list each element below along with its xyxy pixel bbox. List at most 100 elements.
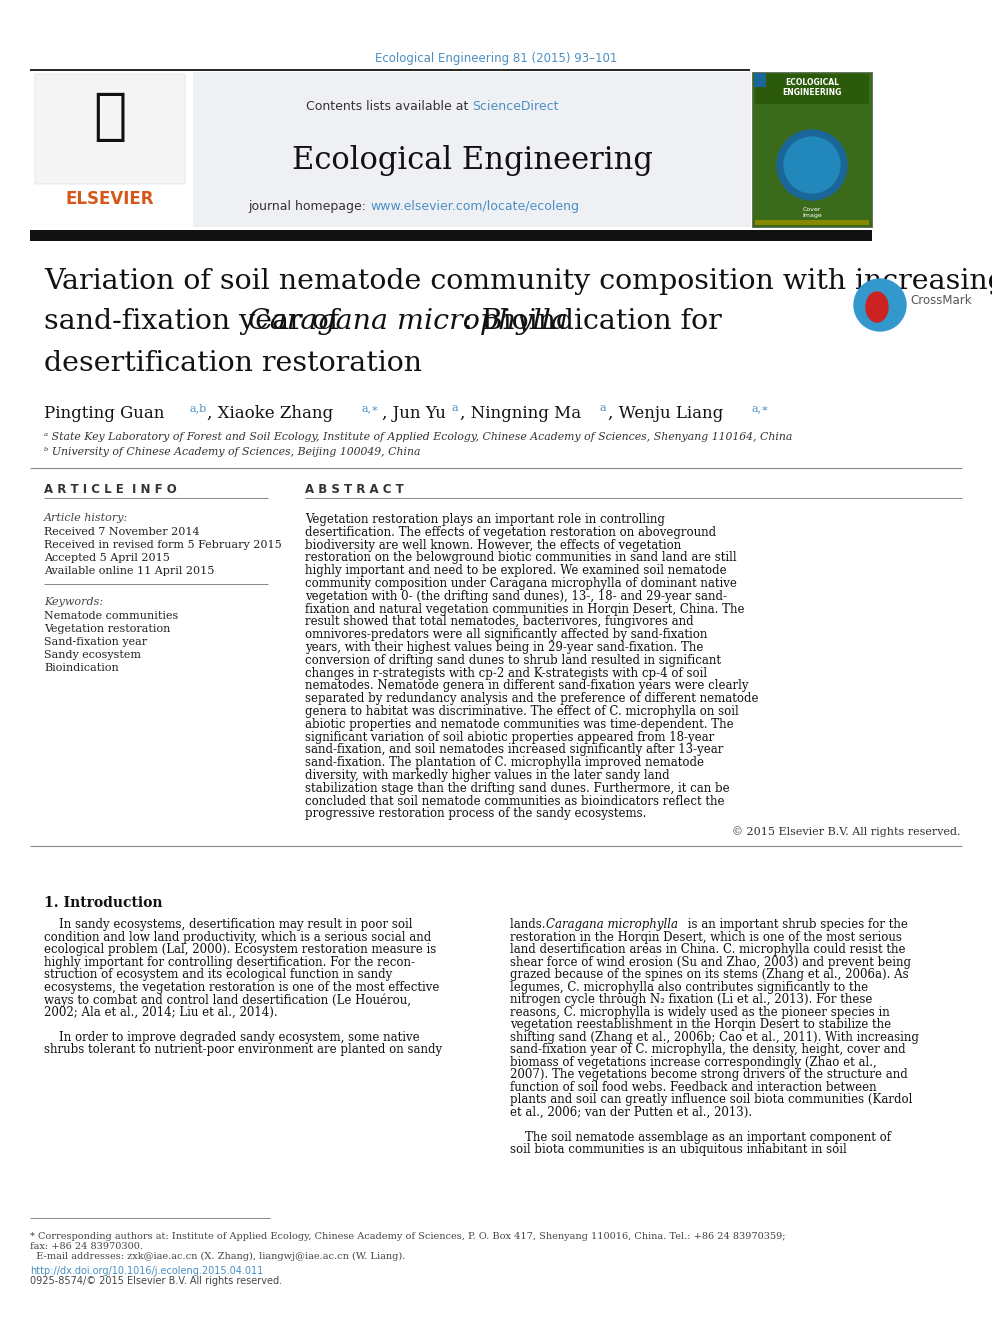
Text: function of soil food webs. Feedback and interaction between: function of soil food webs. Feedback and… [510, 1081, 877, 1094]
Bar [30, 71, 193, 228]
Text: sand-fixation year of C. microphylla, the density, height, cover and: sand-fixation year of C. microphylla, th… [510, 1044, 906, 1056]
Text: http://dx.doi.org/10.1016/j.ecoleng.2015.04.011: http://dx.doi.org/10.1016/j.ecoleng.2015… [30, 1266, 263, 1275]
Bar [754, 73, 766, 87]
Text: a,b: a,b [189, 404, 206, 413]
Text: 🌳: 🌳 [93, 90, 127, 144]
Text: restoration in the Horqin Desert, which is one of the most serious: restoration in the Horqin Desert, which … [510, 930, 902, 943]
Text: Caragana microphylla: Caragana microphylla [546, 918, 678, 931]
Text: sand-fixation. The plantation of C. microphylla improved nematode: sand-fixation. The plantation of C. micr… [305, 757, 704, 769]
Text: Vegetation restoration plays an important role in controlling: Vegetation restoration plays an importan… [305, 513, 665, 527]
Text: Bioindication: Bioindication [44, 663, 119, 673]
Text: nematodes. Nematode genera in different sand-fixation years were clearly: nematodes. Nematode genera in different … [305, 680, 749, 692]
Text: fixation and natural vegetation communities in Horqin Desert, China. The: fixation and natural vegetation communit… [305, 602, 745, 615]
Text: lands.: lands. [510, 918, 550, 931]
Text: desertification. The effects of vegetation restoration on aboveground: desertification. The effects of vegetati… [305, 525, 716, 538]
Text: shear force of wind erosion (Su and Zhao, 2003) and prevent being: shear force of wind erosion (Su and Zhao… [510, 955, 911, 968]
Text: diversity, with markedly higher values in the later sandy land: diversity, with markedly higher values i… [305, 769, 670, 782]
Text: E-mail addresses: zxk@iae.ac.cn (X. Zhang), liangwj@iae.ac.cn (W. Liang).: E-mail addresses: zxk@iae.ac.cn (X. Zhan… [30, 1252, 406, 1261]
Text: vegetation reestablishment in the Horqin Desert to stabilize the: vegetation reestablishment in the Horqin… [510, 1019, 891, 1031]
Circle shape [777, 130, 847, 200]
Text: ELSEVIER: ELSEVIER [65, 191, 154, 208]
Text: biomass of vegetations increase correspondingly (Zhao et al.,: biomass of vegetations increase correspo… [510, 1056, 877, 1069]
Text: © 2015 Elsevier B.V. All rights reserved.: © 2015 Elsevier B.V. All rights reserved… [731, 826, 960, 837]
Text: changes in r-strategists with cp-2 and K-strategists with cp-4 of soil: changes in r-strategists with cp-2 and K… [305, 667, 707, 680]
Bar [752, 71, 872, 228]
Text: Ecological Engineering: Ecological Engineering [292, 146, 653, 176]
Text: In sandy ecosystems, desertification may result in poor soil: In sandy ecosystems, desertification may… [44, 918, 413, 931]
Text: plants and soil can greatly influence soil biota communities (Kardol: plants and soil can greatly influence so… [510, 1093, 913, 1106]
Text: ECOLOGICAL
ENGINEERING: ECOLOGICAL ENGINEERING [783, 78, 841, 98]
Text: sand-fixation, and soil nematodes increased significantly after 13-year: sand-fixation, and soil nematodes increa… [305, 744, 723, 757]
Text: desertification restoration: desertification restoration [44, 351, 422, 377]
Text: significant variation of soil abiotic properties appeared from 18-year: significant variation of soil abiotic pr… [305, 730, 714, 744]
Text: conversion of drifting sand dunes to shrub land resulted in significant: conversion of drifting sand dunes to shr… [305, 654, 721, 667]
Text: struction of ecosystem and its ecological function in sandy: struction of ecosystem and its ecologica… [44, 968, 392, 982]
Text: stabilization stage than the drifting sand dunes. Furthermore, it can be: stabilization stage than the drifting sa… [305, 782, 730, 795]
Bar [193, 71, 751, 228]
Text: , Ningning Ma: , Ningning Ma [460, 405, 581, 422]
Text: vegetation with 0- (the drifting sand dunes), 13-, 18- and 29-year sand-: vegetation with 0- (the drifting sand du… [305, 590, 727, 603]
Ellipse shape [866, 292, 888, 321]
Circle shape [854, 279, 906, 331]
Text: 2007). The vegetations become strong drivers of the structure and: 2007). The vegetations become strong dri… [510, 1068, 908, 1081]
Text: a: a [452, 404, 458, 413]
Text: Accepted 5 April 2015: Accepted 5 April 2015 [44, 553, 170, 564]
Text: fax: +86 24 83970300.: fax: +86 24 83970300. [30, 1242, 143, 1252]
Bar [755, 74, 869, 105]
Text: ᵃ State Key Laboratory of Forest and Soil Ecology, Institute of Applied Ecology,: ᵃ State Key Laboratory of Forest and Soi… [44, 433, 793, 442]
Text: Received 7 November 2014: Received 7 November 2014 [44, 527, 199, 537]
Text: sand-fixation year of: sand-fixation year of [44, 308, 348, 335]
Text: * Corresponding authors at: Institute of Applied Ecology, Chinese Academy of Sci: * Corresponding authors at: Institute of… [30, 1232, 786, 1241]
Text: Received in revised form 5 February 2015: Received in revised form 5 February 2015 [44, 540, 282, 550]
Text: reasons, C. microphylla is widely used as the pioneer species in: reasons, C. microphylla is widely used a… [510, 1005, 890, 1019]
Text: condition and low land productivity, which is a serious social and: condition and low land productivity, whi… [44, 930, 432, 943]
Text: Variation of soil nematode community composition with increasing: Variation of soil nematode community com… [44, 269, 992, 295]
Text: Ecological Engineering 81 (2015) 93–101: Ecological Engineering 81 (2015) 93–101 [375, 52, 617, 65]
Text: soil biota communities is an ubiquitous inhabitant in soil: soil biota communities is an ubiquitous … [510, 1143, 847, 1156]
Text: nitrogen cycle through N₂ fixation (Li et al., 2013). For these: nitrogen cycle through N₂ fixation (Li e… [510, 994, 872, 1007]
Text: Article history:: Article history: [44, 513, 128, 523]
Text: ecosystems, the vegetation restoration is one of the most effective: ecosystems, the vegetation restoration i… [44, 980, 439, 994]
Text: community composition under Caragana microphylla of dominant native: community composition under Caragana mic… [305, 577, 737, 590]
Text: Available online 11 April 2015: Available online 11 April 2015 [44, 566, 214, 576]
Ellipse shape [871, 296, 884, 318]
Text: land desertification areas in China. C. microphylla could resist the: land desertification areas in China. C. … [510, 943, 906, 957]
Circle shape [784, 138, 840, 193]
Text: ᵇ University of Chinese Academy of Sciences, Beijing 100049, China: ᵇ University of Chinese Academy of Scien… [44, 447, 421, 456]
Text: concluded that soil nematode communities as bioindicators reflect the: concluded that soil nematode communities… [305, 795, 724, 807]
Text: years, with their highest values being in 29-year sand-fixation. The: years, with their highest values being i… [305, 642, 703, 654]
Text: 1. Introduction: 1. Introduction [44, 896, 163, 910]
Text: , Xiaoke Zhang: , Xiaoke Zhang [207, 405, 333, 422]
Text: Cover
Image: Cover Image [803, 206, 822, 218]
Text: Pingting Guan: Pingting Guan [44, 405, 165, 422]
Text: , Jun Yu: , Jun Yu [382, 405, 445, 422]
Text: highly important and need to be explored. We examined soil nematode: highly important and need to be explored… [305, 564, 726, 577]
Text: a: a [600, 404, 607, 413]
Text: omnivores-predators were all significantly affected by sand-fixation: omnivores-predators were all significant… [305, 628, 707, 642]
Text: grazed because of the spines on its stems (Zhang et al., 2006a). As: grazed because of the spines on its stem… [510, 968, 909, 982]
Text: result showed that total nematodes, bacterivores, fungivores and: result showed that total nematodes, bact… [305, 615, 693, 628]
Text: A R T I C L E  I N F O: A R T I C L E I N F O [44, 483, 177, 496]
Text: shifting sand (Zhang et al., 2006b; Cao et al., 2011). With increasing: shifting sand (Zhang et al., 2006b; Cao … [510, 1031, 919, 1044]
Text: ways to combat and control land desertification (Le Houérou,: ways to combat and control land desertif… [44, 994, 411, 1007]
Text: , Wenju Liang: , Wenju Liang [608, 405, 723, 422]
Text: CrossMark: CrossMark [910, 294, 971, 307]
Text: In order to improve degraded sandy ecosystem, some native: In order to improve degraded sandy ecosy… [44, 1031, 420, 1044]
Text: Vegetation restoration: Vegetation restoration [44, 624, 171, 634]
Text: is an important shrub species for the: is an important shrub species for the [684, 918, 908, 931]
Text: The soil nematode assemblage as an important component of: The soil nematode assemblage as an impor… [510, 1131, 891, 1143]
Text: genera to habitat was discriminative. The effect of C. microphylla on soil: genera to habitat was discriminative. Th… [305, 705, 739, 718]
Text: biodiversity are well known. However, the effects of vegetation: biodiversity are well known. However, th… [305, 538, 682, 552]
Text: Contents lists available at: Contents lists available at [306, 101, 472, 112]
Text: Sandy ecosystem: Sandy ecosystem [44, 650, 141, 660]
Text: restoration on the belowground biotic communities in sand land are still: restoration on the belowground biotic co… [305, 552, 737, 565]
Text: legumes, C. microphylla also contributes significantly to the: legumes, C. microphylla also contributes… [510, 980, 868, 994]
Text: Caragana microphylla: Caragana microphylla [248, 308, 567, 335]
Bar [30, 230, 872, 241]
Text: 0925-8574/© 2015 Elsevier B.V. All rights reserved.: 0925-8574/© 2015 Elsevier B.V. All right… [30, 1275, 282, 1286]
Text: Keywords:: Keywords: [44, 597, 103, 607]
Bar [35, 74, 185, 184]
Text: separated by redundancy analysis and the preference of different nematode: separated by redundancy analysis and the… [305, 692, 759, 705]
Text: journal homepage:: journal homepage: [248, 200, 370, 213]
Text: www.elsevier.com/locate/ecoleng: www.elsevier.com/locate/ecoleng [370, 200, 579, 213]
